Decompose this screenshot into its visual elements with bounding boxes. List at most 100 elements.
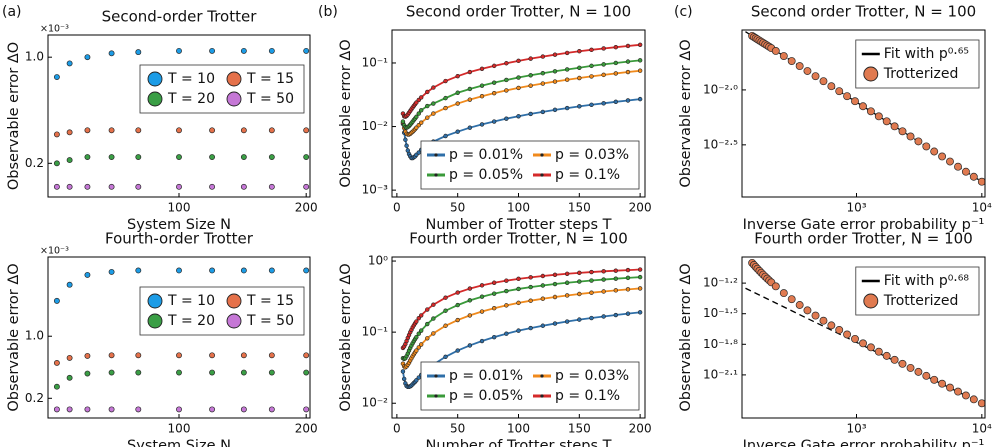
series-marker xyxy=(504,303,509,308)
y-tick-label: 10⁻² xyxy=(362,119,389,133)
y-axis-label: Observable error ΔO xyxy=(6,42,22,190)
series-marker xyxy=(443,354,448,359)
data-point xyxy=(882,351,891,360)
data-point xyxy=(240,154,247,160)
data-point xyxy=(268,406,275,413)
data-point xyxy=(303,406,310,413)
data-point xyxy=(268,183,275,190)
legend-label: Fit with p⁰·⁶⁵ xyxy=(884,46,969,62)
data-point xyxy=(209,267,216,274)
data-point xyxy=(851,334,859,343)
x-tick-label: 100 xyxy=(168,201,191,215)
data-point xyxy=(866,107,875,116)
data-point xyxy=(922,371,931,380)
series-marker xyxy=(540,273,546,279)
plot-area xyxy=(745,31,985,186)
y-tick-label: 10⁻¹·² xyxy=(703,276,738,290)
data-point xyxy=(954,387,962,396)
series-marker xyxy=(491,334,497,340)
legend-marker xyxy=(540,374,544,378)
y-axis-label: Observable error ΔO xyxy=(678,263,694,411)
axes-frame xyxy=(741,256,986,419)
data-point xyxy=(240,406,247,413)
series-marker xyxy=(504,61,509,66)
series-marker xyxy=(564,319,570,324)
series-marker xyxy=(516,85,521,91)
series-marker xyxy=(414,334,419,340)
series-marker xyxy=(589,278,594,283)
y-tick-label: 1.0 xyxy=(25,50,44,64)
data-point xyxy=(977,399,985,408)
legend-label: T = 15 xyxy=(246,293,294,309)
series-marker xyxy=(467,69,473,75)
series-marker xyxy=(564,271,570,276)
series-marker xyxy=(528,325,533,331)
series-marker xyxy=(589,63,594,69)
x-tick-label: 10⁴ xyxy=(972,422,992,436)
legend: p = 0.01% p = 0.03% p = 0.05% p = 0.1% xyxy=(420,361,640,411)
data-point xyxy=(84,406,91,413)
subplot: Second order Trotter, N = 100 Inverse Gat… xyxy=(678,3,992,234)
series-marker xyxy=(418,342,424,347)
data-point xyxy=(268,47,275,54)
series-marker xyxy=(479,83,485,88)
series-marker xyxy=(443,95,448,101)
data-point xyxy=(303,47,310,54)
subplot: Fourth order Trotter, N = 100 Number of T… xyxy=(338,230,652,447)
series-marker xyxy=(491,306,497,311)
legend-label: p = 0.01% xyxy=(449,147,523,163)
data-point xyxy=(303,369,310,376)
series-marker xyxy=(564,77,570,82)
legend: T = 10 T = 15 T = 20 T = 50 xyxy=(139,286,305,336)
data-point xyxy=(771,46,780,55)
series-marker xyxy=(401,376,407,382)
series-marker xyxy=(418,120,424,125)
y-tick-label: 10⁰ xyxy=(368,254,388,268)
panel-label: (c) xyxy=(674,4,693,20)
data-point xyxy=(787,57,796,65)
y-multiplier: ×10⁻³ xyxy=(40,24,69,35)
series-marker xyxy=(601,101,606,106)
y-multiplier: ×10⁻³ xyxy=(40,246,69,257)
legend-marker xyxy=(226,313,242,329)
series-marker xyxy=(404,143,409,148)
series-marker xyxy=(613,45,619,50)
series-marker xyxy=(455,90,460,95)
data-point xyxy=(977,177,985,186)
series-marker xyxy=(625,98,631,103)
x-tick-label: 0 xyxy=(393,201,401,215)
data-point xyxy=(135,369,142,376)
data-point xyxy=(66,129,73,136)
plot-area xyxy=(400,42,643,161)
data-point xyxy=(811,72,820,81)
series-marker xyxy=(564,67,570,72)
chart-title: Fourth order Trotter, N = 100 xyxy=(409,230,628,248)
legend-marker xyxy=(226,71,242,87)
series-marker xyxy=(552,52,558,57)
y-tick-label: 0.2 xyxy=(25,156,44,170)
series-marker xyxy=(589,102,594,107)
series-marker xyxy=(467,86,473,92)
data-point xyxy=(108,406,115,413)
series-marker xyxy=(528,83,533,88)
subplot: Second order Trotter, N = 100 Number of T… xyxy=(338,3,652,234)
series-marker xyxy=(491,119,497,124)
data-point xyxy=(240,127,247,134)
y-tick-label: 10⁻²·¹ xyxy=(703,367,738,381)
series-marker xyxy=(455,101,460,106)
data-point xyxy=(53,406,60,413)
data-point xyxy=(66,60,73,67)
series-marker xyxy=(613,99,619,105)
series-marker xyxy=(516,276,521,282)
series-marker xyxy=(577,65,582,70)
legend-marker xyxy=(863,66,879,82)
series-marker xyxy=(552,69,558,74)
series-marker xyxy=(528,298,533,303)
series-marker xyxy=(552,294,558,300)
series-marker xyxy=(443,105,448,111)
data-point xyxy=(209,154,216,160)
series-marker xyxy=(577,75,582,81)
data-point xyxy=(53,183,60,190)
panel-label: (b) xyxy=(318,4,338,20)
data-point xyxy=(938,379,947,388)
